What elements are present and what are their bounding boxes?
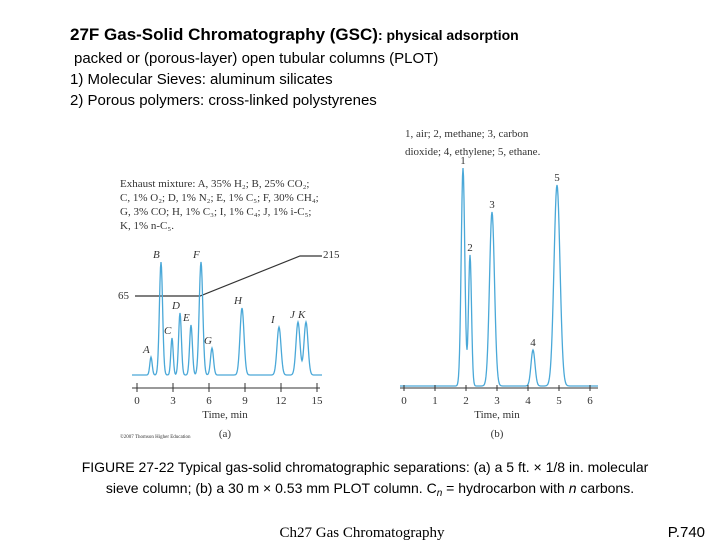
chromatogram (400, 167, 598, 387)
figure-a: Exhaust mixture: A, 35% H₂; B, 25% CO₂; … (118, 178, 340, 440)
x-tick-label: 6 (587, 395, 593, 407)
peak-label: H (233, 295, 243, 307)
x-tick-label: 0 (134, 395, 140, 407)
peak-label: 1 (460, 155, 466, 167)
peak-label: B (153, 249, 160, 261)
peak-label: E (182, 312, 190, 324)
peak-label: I (270, 314, 276, 326)
legend-line: G, 3% CO; H, 1% C₃; I, 1% C₄; J, 1% i-C₅… (120, 206, 311, 218)
peak-label: J (290, 309, 296, 321)
legend-line: K, 1% n-C₅. (120, 220, 174, 232)
line: 2) Porous polymers: cross-linked polysty… (70, 92, 377, 109)
peak-label: 3 (489, 199, 495, 211)
caption-sub: n (437, 488, 443, 499)
peak-label: K (297, 309, 306, 321)
caption-part: n (569, 480, 577, 496)
x-tick-label: 6 (206, 395, 212, 407)
peak-label: A (142, 344, 150, 356)
peak-label: 4 (530, 337, 536, 349)
chromatogram (132, 261, 322, 376)
title-main: 27F Gas-Solid Chromatography (GSC) (70, 25, 378, 44)
x-tick-label: 3 (494, 395, 500, 407)
caption: sieve column; (b) a 30 m × 0.53 mm PLOT … (106, 480, 634, 499)
x-tick-label: 9 (242, 395, 248, 407)
peak-label: 5 (554, 172, 560, 184)
x-tick-label: 3 (170, 395, 176, 407)
x-tick-label: 2 (463, 395, 469, 407)
temp-label: 65 (118, 290, 130, 302)
footer-right: P.740 (668, 524, 705, 540)
peak-label: G (204, 335, 212, 347)
caption-part: = hydrocarbon with (442, 480, 568, 496)
temp-program (135, 255, 322, 297)
footer-center: Ch27 Gas Chromatography (280, 525, 445, 540)
temp-label: 215 (323, 249, 340, 261)
x-tick-label: 0 (401, 395, 407, 407)
caption-part: sieve column; (b) a 30 m × 0.53 mm PLOT … (106, 480, 437, 496)
peak-label: F (192, 249, 200, 261)
caption-part: carbons. (577, 480, 635, 496)
x-tick-label: 5 (556, 395, 562, 407)
x-tick-label: 4 (525, 395, 531, 407)
legend-line: 1, air; 2, methane; 3, carbon (405, 128, 529, 140)
caption: FIGURE 27-22 Typical gas-solid chromatog… (82, 459, 649, 475)
panel-label: (a) (219, 428, 232, 440)
x-tick-label: 12 (276, 395, 287, 407)
legend-line: dioxide; 4, ethylene; 5, ethane. (405, 146, 541, 158)
line: packed or (porous-layer) open tubular co… (74, 50, 438, 67)
x-label: Time, min (202, 409, 248, 421)
peak-label: D (171, 300, 180, 312)
x-tick-label: 15 (312, 395, 324, 407)
x-label: Time, min (474, 409, 520, 421)
legend-line: Exhaust mixture: A, 35% H₂; B, 25% CO₂; (120, 178, 309, 190)
peak-label: C (164, 325, 172, 337)
legend-line: C, 1% O₂; D, 1% N₂; E, 1% C₅; F, 30% CH₄… (120, 192, 319, 204)
title-sub: : physical adsorption (378, 27, 519, 43)
panel-label: (b) (491, 428, 504, 440)
x-tick-label: 1 (432, 395, 438, 407)
figure-b: 1, air; 2, methane; 3, carbon dioxide; 4… (400, 128, 598, 440)
line: 1) Molecular Sieves: aluminum silicates (70, 71, 333, 88)
title: 27F Gas-Solid Chromatography (GSC): phys… (70, 25, 519, 44)
peak-label: 2 (467, 242, 473, 254)
credit: ©2007 Thomson Higher Education (120, 434, 191, 440)
